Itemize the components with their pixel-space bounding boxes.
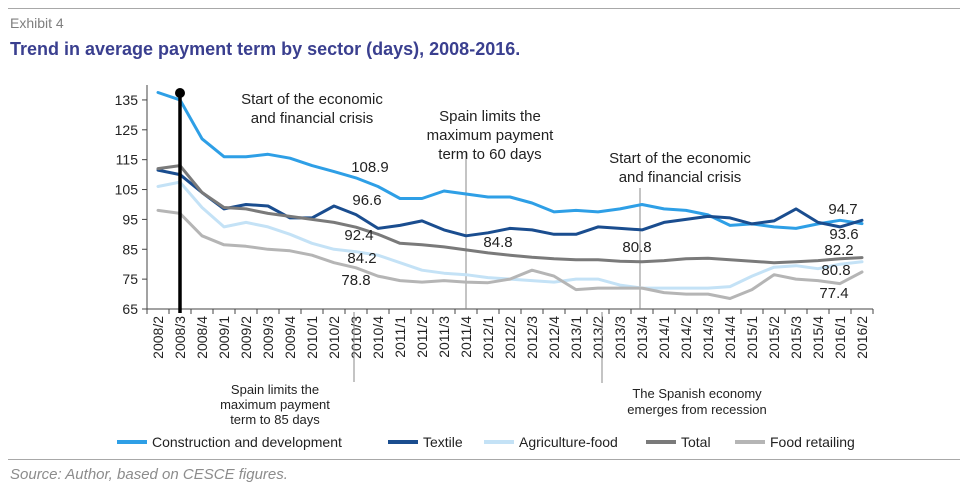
series-line-food-retailing — [156, 208, 864, 300]
x-tick-label: 2011/3 — [436, 316, 452, 358]
data-label: 78.8 — [341, 272, 370, 289]
annotation-text: and financial crisis — [251, 110, 374, 127]
x-tick-label: 2010/1 — [304, 316, 320, 359]
y-tick-label: 135 — [115, 92, 139, 108]
x-tick-label: 2009/4 — [282, 316, 298, 359]
x-tick-label: 2011/4 — [458, 316, 474, 358]
x-tick-label: 2010/2 — [326, 316, 342, 359]
x-tick-label: 2010/4 — [370, 316, 386, 359]
data-label: 77.4 — [819, 285, 848, 302]
series-line-total — [156, 164, 864, 265]
annotation-text: and financial crisis — [619, 169, 742, 186]
legend-label: Agriculture-food — [519, 434, 618, 450]
annotation-text: maximum payment — [220, 397, 330, 412]
x-tick-label: 2008/4 — [194, 316, 210, 359]
x-tick-label: 2014/1 — [656, 316, 672, 359]
crisis-marker-dot — [175, 88, 185, 98]
y-tick-label: 65 — [122, 301, 138, 317]
data-label: 84.8 — [483, 234, 512, 251]
y-tick-label: 75 — [122, 271, 138, 287]
x-tick-label: 2008/2 — [150, 316, 166, 359]
x-tick-label: 2016/2 — [854, 316, 870, 359]
x-tick-label: 2012/1 — [480, 316, 496, 359]
x-tick-label: 2015/4 — [810, 316, 826, 359]
series-line-textile — [156, 168, 864, 238]
data-label: 93.6 — [829, 226, 858, 243]
data-label: 108.9 — [351, 159, 389, 176]
bottom-rule — [8, 459, 960, 460]
annotation-text: term to 60 days — [438, 146, 541, 163]
legend-label: Construction and development — [152, 434, 342, 450]
x-tick-label: 2010/3 — [348, 316, 364, 359]
x-tick-label: 2013/1 — [568, 316, 584, 359]
x-tick-label: 2012/2 — [502, 316, 518, 359]
legend-label: Food retailing — [770, 434, 855, 450]
x-tick-label: 2011/1 — [392, 316, 408, 358]
data-label: 82.2 — [824, 242, 853, 259]
exhibit-label: Exhibit 4 — [10, 15, 64, 31]
data-label: 92.4 — [344, 227, 373, 244]
x-tick-label: 2014/3 — [700, 316, 716, 359]
x-tick-label: 2015/3 — [788, 316, 804, 359]
annotation-text: term to 85 days — [230, 412, 320, 427]
annotation-text: emerges from recession — [627, 402, 766, 417]
data-label: 96.6 — [352, 192, 381, 209]
legend-label: Total — [681, 434, 711, 450]
annotation-text: Spain limits the — [231, 382, 319, 397]
data-label: 80.8 — [622, 239, 651, 256]
x-tick-label: 2014/2 — [678, 316, 694, 359]
top-rule — [8, 8, 960, 9]
x-tick-label: 2015/2 — [766, 316, 782, 359]
data-label: 84.2 — [347, 250, 376, 267]
x-tick-label: 2013/4 — [634, 316, 650, 359]
legend-label: Textile — [423, 434, 463, 450]
annotation-text: Start of the economic — [609, 150, 751, 167]
x-tick-label: 2012/3 — [524, 316, 540, 359]
x-tick-label: 2008/3 — [172, 316, 188, 359]
x-tick-label: 2013/2 — [590, 316, 606, 359]
series-line-construction-and-development — [156, 91, 864, 230]
data-label: 80.8 — [821, 262, 850, 279]
x-tick-label: 2015/1 — [744, 316, 760, 359]
y-tick-label: 125 — [115, 122, 139, 138]
annotation-text: maximum payment — [427, 127, 555, 144]
y-tick-label: 95 — [122, 211, 138, 227]
x-tick-label: 2014/4 — [722, 316, 738, 359]
x-tick-label: 2009/1 — [216, 316, 232, 359]
x-tick-label: 2016/1 — [832, 316, 848, 359]
annotation-text: Spain limits the — [439, 108, 541, 125]
data-label: 94.7 — [828, 201, 857, 218]
y-tick-label: 85 — [122, 241, 138, 257]
x-tick-label: 2011/2 — [414, 316, 430, 358]
y-tick-label: 105 — [115, 182, 139, 198]
annotation-text: The Spanish economy — [632, 386, 762, 401]
annotation-text: Start of the economic — [241, 91, 383, 108]
x-tick-label: 2009/3 — [260, 316, 276, 359]
x-tick-label: 2013/3 — [612, 316, 628, 359]
y-tick-label: 115 — [116, 152, 139, 168]
x-tick-label: 2012/4 — [546, 316, 562, 359]
source-note: Source: Author, based on CESCE figures. — [10, 466, 288, 483]
x-tick-label: 2009/2 — [238, 316, 254, 359]
chart-title: Trend in average payment term by sector … — [10, 39, 521, 59]
